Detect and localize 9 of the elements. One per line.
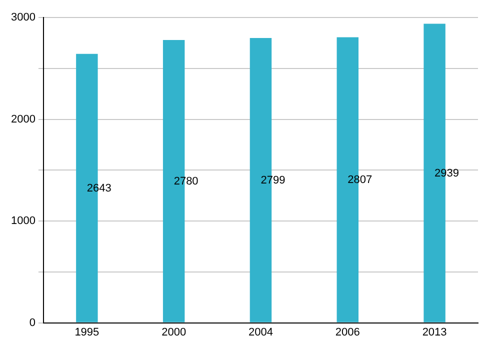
y-tick-label: 1000 (10, 215, 36, 228)
x-tick-label: 2000 (162, 326, 186, 338)
y-tick-label: 3000 (10, 12, 36, 24)
x-tick-label: 2013 (422, 326, 447, 338)
x-tick-label: 2004 (248, 326, 273, 338)
x-tick-label: 2006 (335, 326, 360, 338)
y-tick-label: 0 (29, 316, 36, 329)
x-tick-label: 1995 (74, 326, 100, 338)
y-tick-label: 2000 (10, 113, 36, 126)
